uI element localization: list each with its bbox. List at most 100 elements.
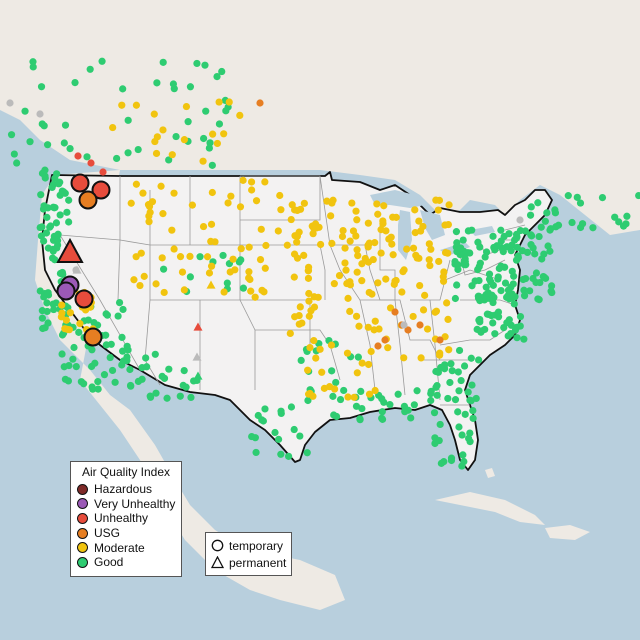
monitor-dot (336, 395, 345, 404)
monitor-dot (328, 239, 336, 248)
monitor-dot (465, 434, 473, 442)
monitor-dot (511, 326, 520, 334)
monitor-dot (564, 192, 572, 200)
monitor-dot (48, 254, 57, 262)
monitor-dot (134, 145, 142, 154)
monitor-dot (61, 121, 70, 129)
lake-ontario (470, 226, 495, 236)
monitor-dot (358, 260, 366, 268)
legend-item-label: Good (94, 555, 124, 570)
monitor-dot (615, 218, 623, 226)
monitor-dot (26, 138, 34, 146)
monitor-dot (467, 397, 475, 405)
monitor-dot (126, 381, 135, 390)
very-unhealthy-swatch-icon (77, 498, 88, 510)
monitor-dot (176, 392, 184, 400)
monitor-dot (467, 354, 475, 362)
monitor-dot (433, 391, 441, 399)
monitor-dot (293, 238, 301, 246)
monitor-dot (455, 423, 463, 431)
monitor-dot (225, 98, 233, 106)
monitor-dot (416, 321, 424, 329)
monitor-dot (159, 210, 167, 218)
monitor-dot (598, 194, 607, 202)
monitor-dot (635, 191, 640, 200)
monitor-dot (427, 389, 435, 398)
monitor-dot (160, 288, 168, 297)
monitor-dot (123, 342, 131, 350)
monitor-dot (314, 293, 322, 301)
monitor-dot (407, 414, 415, 422)
monitor-dot (573, 193, 581, 201)
monitor-dot (10, 150, 18, 158)
monitor-dot (454, 265, 462, 274)
monitor-dot (261, 264, 269, 272)
monitor-dot (180, 286, 188, 294)
monitor-dot (364, 241, 372, 249)
monitor-dot (50, 204, 58, 212)
moderate-swatch-icon (77, 542, 88, 554)
monitor-dot (48, 183, 56, 192)
monitor-dot (541, 217, 549, 225)
monitor-dot (300, 251, 308, 260)
monitor-dot (43, 213, 51, 221)
monitor-dot (88, 346, 96, 354)
monitor-dot (247, 178, 256, 186)
monitor-dot (527, 232, 536, 240)
monitor-dot (123, 353, 131, 361)
monitor-dot (180, 367, 188, 375)
monitor-dot (378, 408, 386, 416)
monitor-dot (305, 289, 313, 298)
monitor-dot (283, 241, 291, 249)
monitor-dot (409, 244, 418, 252)
monitor-dot (329, 392, 337, 400)
monitor-dot (436, 420, 444, 429)
monitor-dot (489, 281, 497, 289)
monitor-dot (520, 286, 528, 294)
monitor-dot (203, 253, 212, 261)
cuba-land (435, 492, 545, 525)
monitor-dot (193, 59, 201, 68)
monitor-dot (371, 239, 379, 247)
monitor-dot (365, 390, 374, 398)
monitor-dot (50, 305, 58, 314)
monitor-dot (323, 197, 331, 205)
legend-item-label: Unhealthy (94, 511, 149, 526)
hispaniola-land (545, 525, 590, 540)
monitor-dot (60, 188, 68, 196)
monitor-dot (476, 318, 484, 326)
monitor-dot (196, 253, 204, 261)
monitor-dot (526, 211, 535, 219)
monitor-dot (202, 107, 210, 115)
legend-item-label: Very Unhealthy (94, 496, 176, 511)
monitor-dot (526, 287, 534, 295)
monitor-dot (327, 212, 335, 220)
aqi-legend-title: Air Quality Index (81, 465, 171, 479)
monitor-dot (468, 282, 476, 290)
monitor-dot (352, 402, 361, 410)
monitor-dot (256, 255, 265, 264)
monitor-dot (346, 307, 354, 316)
monitor-dot (29, 63, 37, 71)
monitor-dot (512, 234, 520, 242)
monitor-dot (304, 396, 312, 405)
monitor-dot (513, 334, 521, 342)
good-swatch-icon (77, 556, 88, 568)
monitor-dot (444, 315, 452, 323)
monitor-dot (83, 153, 91, 161)
circle-icon (211, 539, 224, 552)
temporary-monitor-marker (78, 190, 98, 210)
monitor-dot (40, 293, 48, 301)
monitor-dot (520, 335, 528, 343)
monitor-dot (367, 347, 375, 356)
monitor-dot (205, 269, 214, 277)
permanent-monitor-marker (56, 237, 84, 263)
monitor-dot (394, 390, 402, 398)
monitor-dot (482, 248, 491, 256)
monitor-dot (495, 264, 503, 273)
monitor-dot (316, 240, 325, 249)
monitor-dot (239, 284, 248, 292)
monitor-dot (215, 120, 224, 128)
monitor-dot (369, 255, 377, 264)
monitor-dot (341, 244, 349, 252)
